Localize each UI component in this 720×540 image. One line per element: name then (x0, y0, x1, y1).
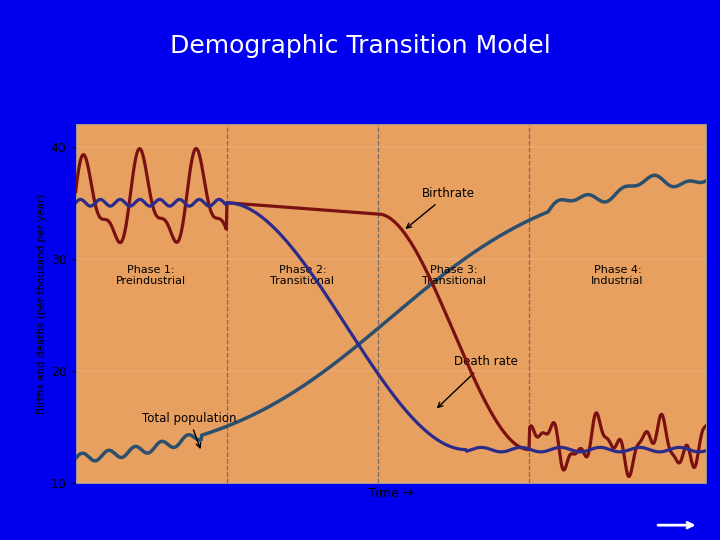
Text: Phase 2:
Transitional: Phase 2: Transitional (271, 265, 334, 287)
Text: Total population: Total population (142, 411, 236, 448)
Text: Death rate: Death rate (438, 355, 518, 407)
Text: Phase 3:
Transitional: Phase 3: Transitional (422, 265, 485, 287)
Text: Phase 4:
Industrial: Phase 4: Industrial (591, 265, 644, 287)
Text: Birthrate: Birthrate (407, 187, 475, 228)
Y-axis label: Births and deaths (per thousand per year): Births and deaths (per thousand per year… (37, 193, 47, 414)
Text: Demographic Transition Model: Demographic Transition Model (170, 34, 550, 58)
Text: Phase 1:
Preindustrial: Phase 1: Preindustrial (116, 265, 186, 287)
X-axis label: Time →: Time → (368, 488, 413, 501)
